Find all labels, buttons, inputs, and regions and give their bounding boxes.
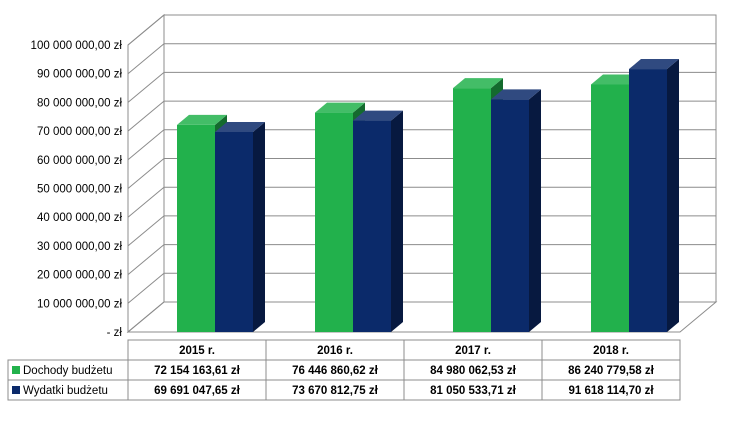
y-tick-label: 70 000 000,00 zł <box>37 126 122 138</box>
category-label: 2015 r. <box>179 345 215 357</box>
bar-front <box>215 131 253 332</box>
bar-front <box>315 112 353 333</box>
y-tick-label: 100 000 000,00 zł <box>31 40 123 52</box>
bar-expense <box>215 121 265 332</box>
y-axis-tick-labels: - zł 10 000 000,00 zł 20 000 000,00 zł 30 0… <box>31 40 123 339</box>
bar-front <box>453 88 491 332</box>
data-label: 84 980 062,53 zł <box>430 365 516 377</box>
bar-side <box>253 121 265 332</box>
bar-side <box>667 59 679 333</box>
data-label: 91 618 114,70 zł <box>568 385 654 397</box>
bar-top <box>453 78 503 89</box>
legend-swatch <box>12 366 20 374</box>
category-label: 2018 r. <box>593 345 629 357</box>
bar-expense <box>353 110 403 333</box>
data-label: 81 050 533,71 zł <box>430 385 516 397</box>
gridline <box>127 71 716 103</box>
data-label: 72 154 163,61 zł <box>154 365 240 377</box>
y-tick-label: 10 000 000,00 zł <box>37 298 122 310</box>
bar-top <box>177 114 227 125</box>
y-tick-label: 40 000 000,00 zł <box>37 212 122 224</box>
legend-swatch <box>12 386 20 394</box>
bar-front <box>629 69 667 333</box>
y-tick-label: 20 000 000,00 zł <box>37 270 122 282</box>
y-tick-label: 30 000 000,00 zł <box>37 241 122 253</box>
gridline <box>127 14 716 46</box>
data-label: 73 670 812,75 zł <box>292 385 378 397</box>
category-label: 2017 r. <box>455 345 491 357</box>
bar-top <box>315 102 365 113</box>
bar-top <box>491 89 541 100</box>
bar-expense <box>491 89 541 332</box>
table-cell <box>541 379 681 401</box>
bar-front <box>353 120 391 333</box>
bar-front <box>491 99 529 332</box>
legend-label: Wydatki budżetu <box>23 385 108 397</box>
y-tick-label: - zł <box>107 327 123 339</box>
bar-expense <box>629 59 679 333</box>
category-label: 2016 r. <box>317 345 353 357</box>
data-label: 76 446 860,62 zł <box>292 365 378 377</box>
bar-top <box>353 110 403 121</box>
bar-top <box>215 121 265 132</box>
legend-label: Dochody budżetu <box>23 365 113 377</box>
data-label: 86 240 779,58 zł <box>568 365 654 377</box>
y-tick-label: 90 000 000,00 zł <box>37 69 122 81</box>
bars <box>177 59 679 333</box>
bar-side <box>529 89 541 332</box>
gridline <box>127 43 716 75</box>
data-label: 69 691 047,65 zł <box>154 385 240 397</box>
data-table: 2015 r. 2016 r. 2017 r. 2018 r. Dochody budż… <box>7 339 681 401</box>
bar-front <box>177 124 215 333</box>
bar-top <box>591 74 641 85</box>
bar-front <box>591 84 629 333</box>
y-tick-label: 80 000 000,00 zł <box>37 97 122 109</box>
y-tick-label: 60 000 000,00 zł <box>37 155 122 167</box>
bar-top <box>629 59 679 70</box>
y-tick-label: 50 000 000,00 zł <box>37 184 122 196</box>
bar-side <box>391 110 403 333</box>
